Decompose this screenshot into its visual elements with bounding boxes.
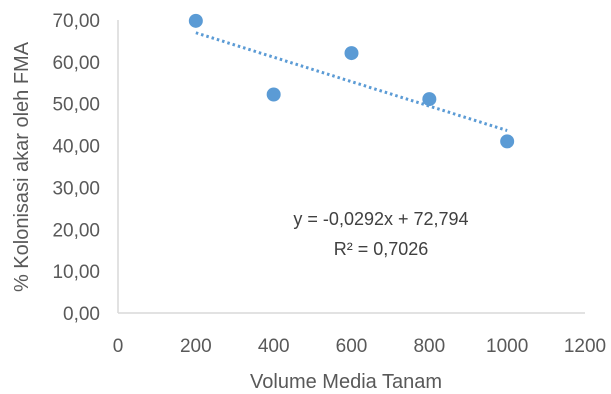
data-point [500,134,515,149]
x-tick-label: 200 [180,336,212,357]
y-tick-label: 30,00 [52,178,100,199]
x-tick-label: 400 [258,336,290,357]
data-point [266,87,281,102]
y-tick-label: 70,00 [52,11,100,32]
y-axis-ticks: 0,00 10,00 20,00 30,00 40,00 50,00 60,00 70,00 [52,11,100,325]
y-tick-label: 20,00 [52,220,100,241]
x-axis-ticks: 0 200 400 600 800 1000 1200 [113,336,606,357]
y-tick-label: 50,00 [52,95,100,116]
data-point [422,92,437,107]
x-tick-label: 600 [336,336,368,357]
trendline-equation: y = -0,0292x + 72,794 [293,209,468,229]
x-tick-label: 1200 [564,336,606,357]
trendline-r-squared: R² = 0,7026 [334,239,429,259]
x-tick-label: 800 [413,336,445,357]
data-point [344,46,359,61]
y-tick-label: 60,00 [52,53,100,74]
x-tick-label: 0 [113,336,124,357]
y-axis-title: % Kolonisasi akar oleh FMA [11,41,33,292]
data-points [188,13,515,149]
data-point [188,13,203,28]
y-tick-label: 40,00 [52,137,100,158]
y-tick-label: 0,00 [63,304,100,325]
x-tick-label: 1000 [486,336,528,357]
y-tick-label: 10,00 [52,262,100,283]
linear-trendline [195,31,508,132]
x-axis-title: Volume Media Tanam [250,371,442,393]
